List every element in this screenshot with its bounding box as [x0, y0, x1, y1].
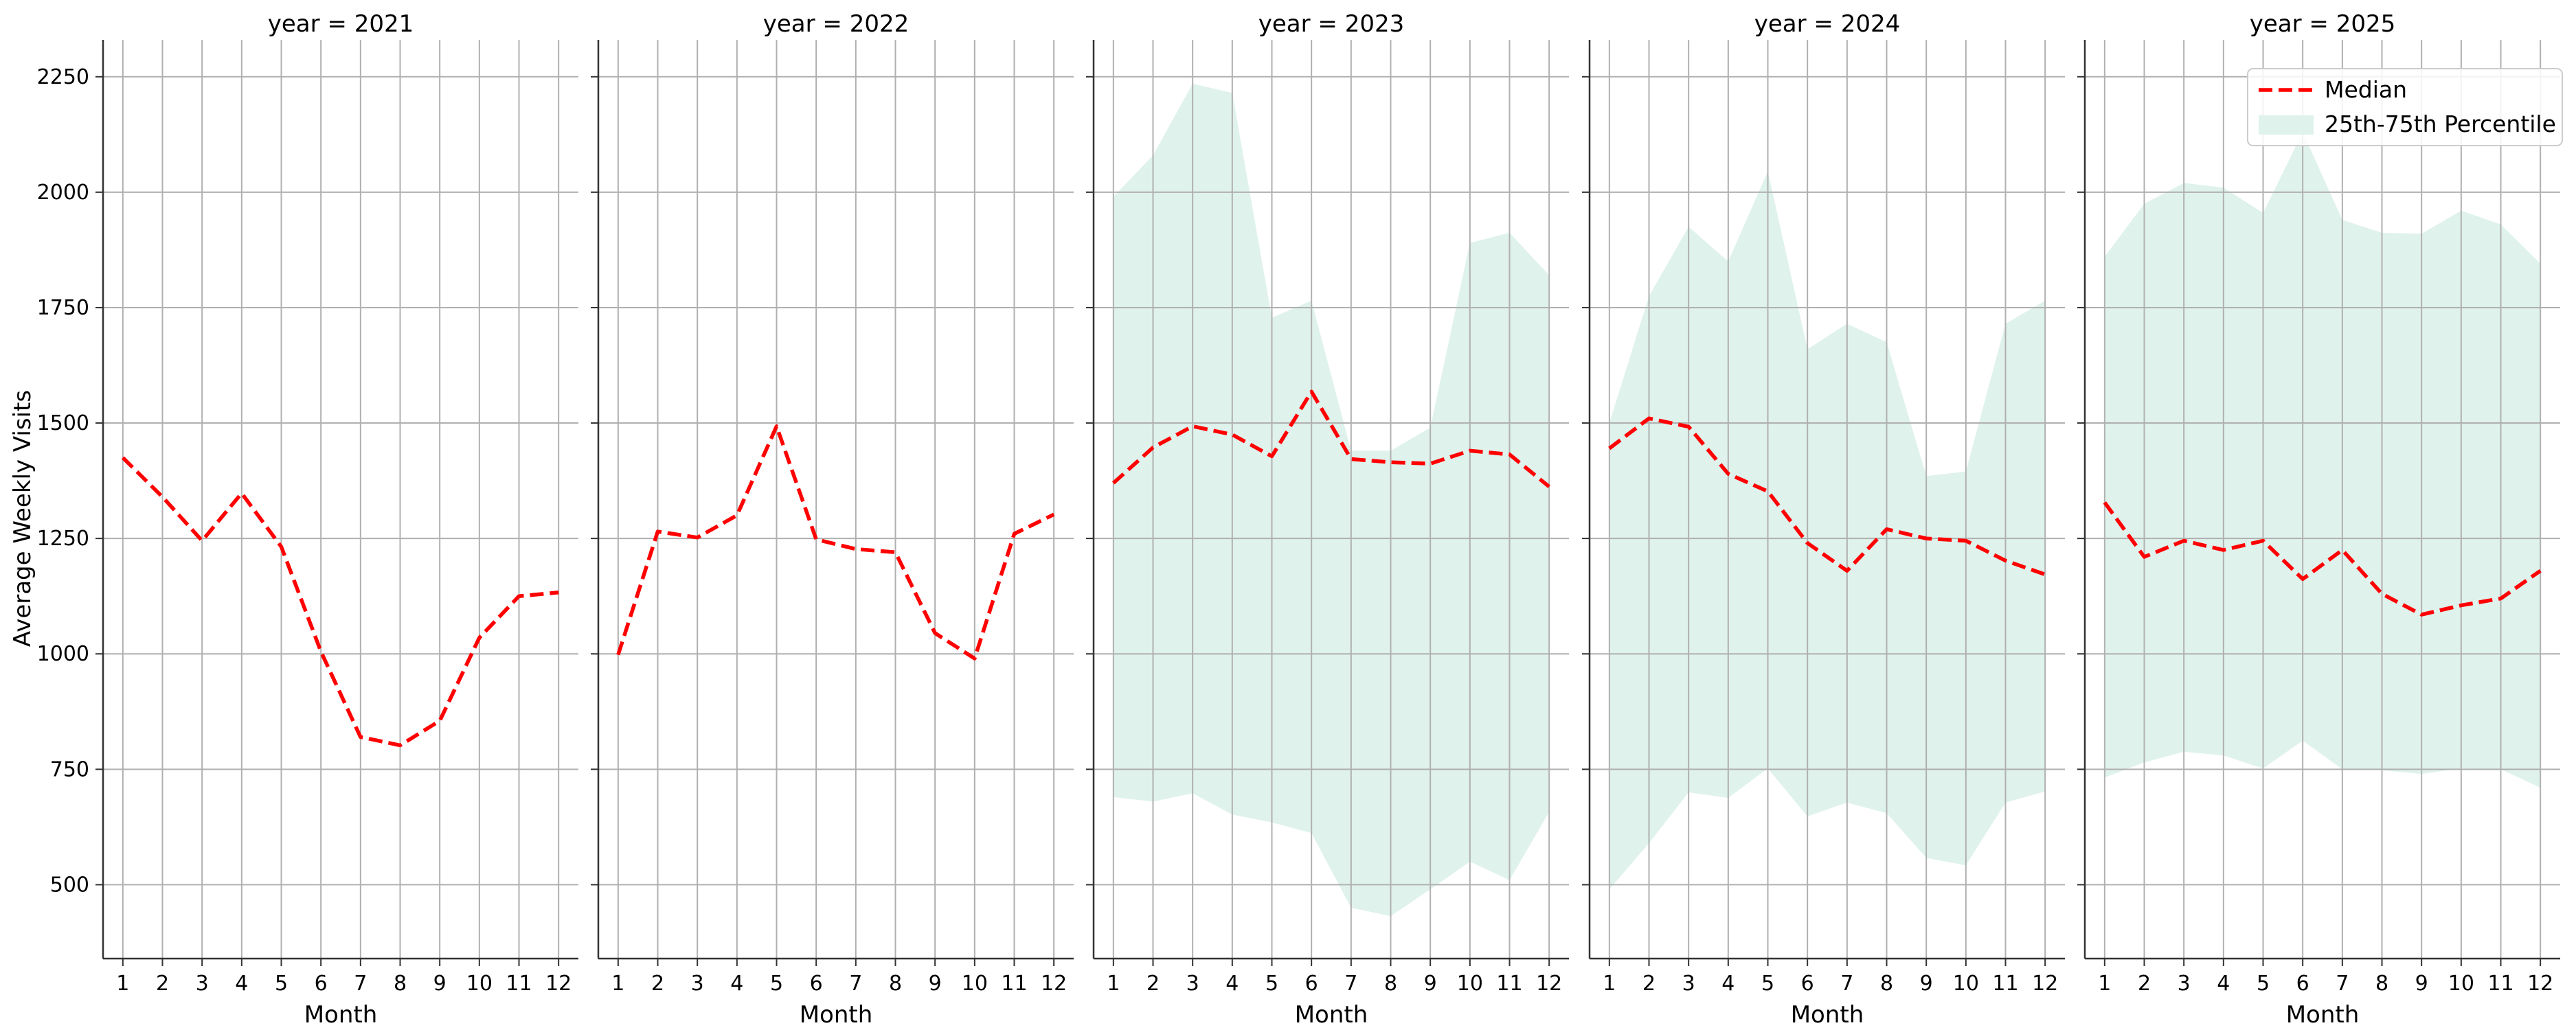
x-tick-label: 7: [2336, 972, 2349, 996]
x-tick-label: 3: [691, 972, 704, 996]
x-tick-label: 10: [1953, 972, 1979, 996]
x-tick-label: 9: [1424, 972, 1437, 996]
y-tick-label: 500: [50, 873, 89, 897]
x-tick-label: 5: [1265, 972, 1278, 996]
legend: Median 25th-75th Percentile: [2247, 68, 2563, 146]
legend-band-swatch: [2259, 115, 2314, 135]
x-tick-label: 4: [730, 972, 743, 996]
x-tick-label: 7: [354, 972, 367, 996]
x-axis-label: Month: [1295, 1001, 1368, 1029]
x-tick-label: 2: [156, 972, 169, 996]
y-tick-label: 1250: [37, 527, 89, 551]
x-tick-label: 3: [2178, 972, 2191, 996]
x-tick-label: 5: [2257, 972, 2270, 996]
median-line: [121, 456, 559, 748]
median-line: [1111, 389, 1550, 488]
x-tick-label: 10: [962, 972, 988, 996]
x-tick-label: 5: [770, 972, 783, 996]
x-tick-label: 9: [433, 972, 447, 996]
x-tick-label: 2: [651, 972, 664, 996]
percentile-band: [2104, 132, 2541, 788]
x-tick-label: 11: [506, 972, 532, 996]
x-tick-label: 1: [1107, 972, 1120, 996]
x-tick-label: 3: [1682, 972, 1695, 996]
x-tick-label: 11: [1001, 972, 1027, 996]
x-axis-label: Month: [2286, 1001, 2360, 1029]
x-tick-label: 9: [2415, 972, 2428, 996]
x-tick-label: 1: [116, 972, 129, 996]
x-tick-label: 7: [1344, 972, 1357, 996]
x-tick-label: 6: [1305, 972, 1318, 996]
x-tick-label: 5: [275, 972, 288, 996]
x-tick-label: 2: [2138, 972, 2151, 996]
x-tick-label: 5: [1761, 972, 1774, 996]
x-tick-label: 3: [196, 972, 209, 996]
legend-band-label: 25th-75th Percentile: [2325, 111, 2556, 137]
x-axis-label: Month: [1791, 1001, 1864, 1029]
x-tick-label: 9: [929, 972, 942, 996]
percentile-band: [1609, 171, 2046, 890]
x-tick-label: 12: [2527, 972, 2553, 996]
x-tick-label: 3: [1186, 972, 1199, 996]
x-tick-label: 12: [2032, 972, 2058, 996]
x-tick-label: 4: [2217, 972, 2230, 996]
x-tick-label: 10: [466, 972, 493, 996]
x-tick-label: 6: [315, 972, 328, 996]
percentile-band: [1113, 83, 1550, 917]
x-tick-label: 9: [1920, 972, 1933, 996]
x-tick-label: 6: [810, 972, 823, 996]
y-tick-label: 2000: [37, 181, 89, 205]
x-tick-label: 1: [611, 972, 624, 996]
legend-median-label: Median: [2325, 76, 2407, 103]
x-tick-label: 4: [1721, 972, 1735, 996]
median-line: [2103, 501, 2542, 617]
x-tick-label: 12: [1536, 972, 1562, 996]
legend-box: [2247, 68, 2563, 146]
x-tick-label: 12: [545, 972, 572, 996]
x-tick-label: 8: [1880, 972, 1893, 996]
x-tick-label: 2: [1642, 972, 1656, 996]
x-tick-label: 6: [2296, 972, 2309, 996]
x-tick-label: 4: [1225, 972, 1239, 996]
x-tick-label: 8: [394, 972, 407, 996]
x-tick-label: 7: [1840, 972, 1853, 996]
x-tick-label: 10: [1457, 972, 1483, 996]
x-tick-label: 8: [1384, 972, 1397, 996]
x-tick-label: 7: [849, 972, 862, 996]
panel-title: year = 2023: [1258, 10, 1404, 38]
median-line: [616, 424, 1055, 661]
panel-title: year = 2024: [1754, 10, 1900, 38]
x-tick-label: 1: [1603, 972, 1616, 996]
panel-title: year = 2021: [268, 10, 414, 38]
median-line: [1608, 416, 2046, 577]
y-tick-label: 2250: [37, 65, 89, 89]
y-tick-label: 1000: [37, 642, 89, 666]
x-axis-label: Month: [304, 1001, 378, 1029]
x-tick-label: 12: [1041, 972, 1067, 996]
y-tick-label: 1500: [37, 411, 89, 435]
x-tick-label: 4: [235, 972, 248, 996]
x-tick-label: 2: [1146, 972, 1160, 996]
y-tick-label: 750: [50, 757, 89, 781]
panel-title: year = 2022: [763, 10, 909, 38]
y-axis-label: Average Weekly Visits: [9, 390, 36, 647]
x-tick-label: 10: [2448, 972, 2474, 996]
x-tick-label: 8: [889, 972, 902, 996]
x-tick-label: 8: [2375, 972, 2388, 996]
y-tick-label: 1750: [37, 296, 89, 320]
x-tick-label: 6: [1801, 972, 1814, 996]
x-axis-label: Month: [800, 1001, 873, 1029]
panel-title: year = 2025: [2250, 10, 2395, 38]
x-tick-label: 11: [1496, 972, 1522, 996]
x-tick-label: 1: [2098, 972, 2111, 996]
x-tick-label: 11: [1992, 972, 2018, 996]
x-tick-label: 11: [2487, 972, 2513, 996]
